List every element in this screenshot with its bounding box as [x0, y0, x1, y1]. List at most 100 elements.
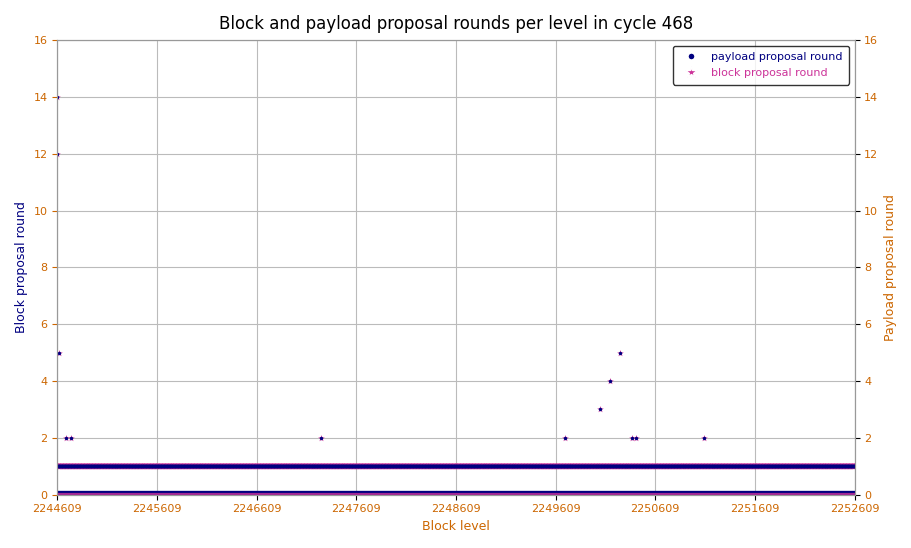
Point: [844, 462, 858, 471]
Point: [814, 462, 829, 471]
Point: [697, 462, 711, 471]
Point: [50, 150, 65, 158]
Point: [105, 462, 119, 471]
Point: [206, 462, 220, 471]
Point: [284, 462, 299, 471]
Point: [223, 462, 238, 471]
Point: [196, 462, 210, 471]
Point: [823, 462, 837, 471]
Point: [452, 462, 466, 471]
Point: [752, 462, 766, 471]
Point: [128, 462, 143, 471]
Point: [198, 462, 212, 471]
Point: [613, 462, 628, 471]
Point: [715, 462, 730, 471]
Point: [265, 462, 280, 471]
Point: [525, 462, 539, 471]
Point: [74, 462, 88, 471]
Point: [309, 462, 323, 471]
Point: [72, 462, 87, 471]
Point: [575, 462, 589, 471]
Point: [476, 462, 490, 471]
Point: [217, 462, 231, 471]
Point: [275, 462, 290, 471]
Point: [767, 462, 782, 471]
Point: [56, 462, 70, 471]
Point: [605, 462, 619, 471]
Point: [302, 462, 316, 471]
Point: [374, 462, 389, 471]
Point: [533, 462, 548, 471]
Point: [682, 462, 697, 471]
Point: [703, 462, 718, 471]
Point: [435, 462, 450, 471]
Point: [384, 462, 398, 471]
Point: [279, 462, 293, 471]
Point: [201, 462, 216, 471]
Point: [487, 462, 502, 471]
Point: [129, 462, 144, 471]
Point: [702, 462, 717, 471]
Point: [495, 462, 509, 471]
Point: [640, 462, 654, 471]
Point: [53, 462, 67, 471]
Point: [494, 462, 508, 471]
Point: [462, 462, 476, 471]
Point: [636, 462, 650, 471]
Point: [78, 462, 93, 471]
Point: [760, 462, 774, 471]
Point: [658, 462, 672, 471]
Point: [494, 462, 508, 471]
Point: [183, 462, 198, 471]
Point: [844, 462, 858, 471]
Point: [727, 462, 742, 471]
Point: [315, 462, 330, 471]
Point: [108, 462, 123, 471]
Point: [760, 462, 774, 471]
Point: [790, 462, 804, 471]
Point: [718, 462, 732, 471]
Point: [615, 462, 630, 471]
Point: [309, 462, 323, 471]
Point: [643, 462, 658, 471]
Point: [327, 462, 342, 471]
Point: [563, 462, 578, 471]
Point: [193, 462, 208, 471]
Point: [282, 462, 297, 471]
Point: [295, 462, 310, 471]
Point: [611, 349, 626, 357]
Point: [767, 462, 782, 471]
Point: [108, 462, 123, 471]
Point: [442, 462, 456, 471]
Point: [527, 462, 541, 471]
Point: [55, 462, 69, 471]
Point: [171, 462, 186, 471]
Point: [757, 462, 772, 471]
Point: [200, 462, 215, 471]
Point: [309, 462, 323, 471]
Point: [205, 462, 220, 471]
Point: [687, 462, 701, 471]
Point: [679, 462, 693, 471]
Point: [615, 462, 630, 471]
Point: [608, 462, 622, 471]
Point: [739, 462, 753, 471]
Point: [318, 462, 333, 471]
Point: [523, 462, 537, 471]
Point: [764, 462, 779, 471]
Point: [322, 462, 336, 471]
Point: [486, 462, 500, 471]
Point: [789, 462, 804, 471]
Point: [281, 462, 296, 471]
Point: [822, 462, 836, 471]
Point: [137, 462, 151, 471]
Point: [63, 462, 77, 471]
Point: [226, 462, 241, 471]
Point: [217, 462, 231, 471]
Point: [384, 462, 398, 471]
Point: [356, 462, 371, 471]
Point: [804, 462, 818, 471]
Point: [405, 462, 420, 471]
Point: [734, 462, 749, 471]
Point: [529, 462, 544, 471]
